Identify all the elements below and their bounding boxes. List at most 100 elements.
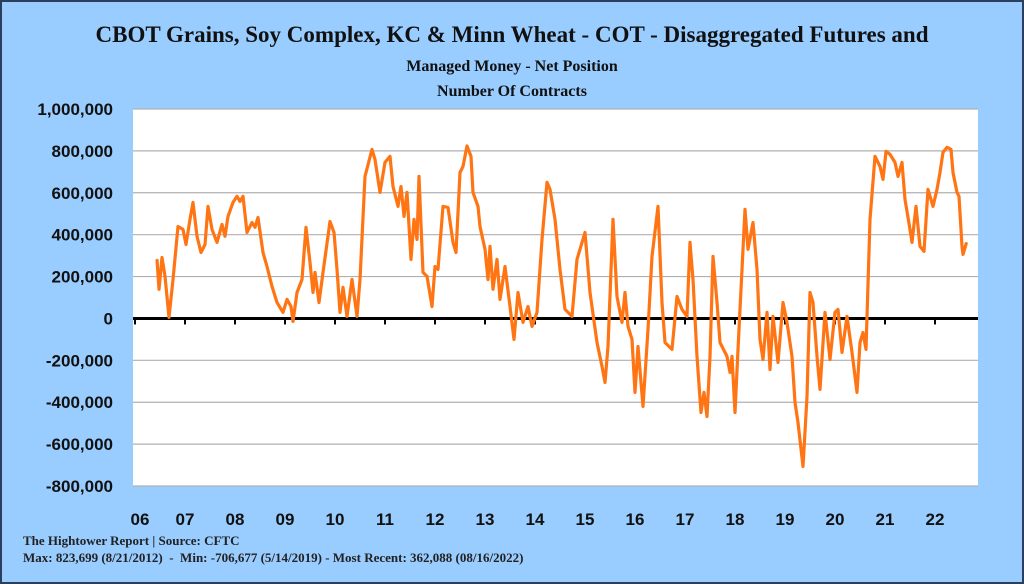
data-point [342, 286, 344, 289]
data-point [719, 341, 721, 344]
data-point [731, 355, 733, 358]
data-point [747, 248, 749, 251]
data-point [797, 421, 799, 424]
data-point [336, 268, 338, 271]
data-point [889, 153, 891, 156]
data-point [418, 175, 420, 178]
data-point [559, 268, 561, 271]
data-point [962, 253, 964, 256]
data-point [564, 308, 566, 311]
data-point [541, 238, 543, 241]
data-point [192, 201, 194, 204]
data-point [301, 278, 303, 281]
data-point [434, 265, 436, 268]
data-point [549, 188, 551, 191]
x-tick-label: 21 [876, 510, 895, 529]
data-point [647, 328, 649, 331]
data-point [769, 368, 771, 371]
data-point [706, 415, 708, 418]
x-tick-label: 18 [726, 510, 745, 529]
data-point [333, 231, 335, 234]
data-point [472, 191, 474, 194]
footer-source: The Hightower Report | Source: CFTC [23, 533, 240, 548]
data-point [829, 358, 831, 361]
data-point [904, 198, 906, 201]
data-point [531, 325, 533, 328]
data-point [185, 243, 187, 246]
data-point [196, 235, 198, 238]
data-point [927, 188, 929, 191]
data-point [942, 151, 944, 154]
data-point [961, 245, 963, 248]
data-point [703, 391, 705, 394]
data-point [329, 220, 331, 223]
data-point [752, 221, 754, 224]
data-point [392, 185, 394, 188]
data-point [692, 278, 694, 281]
data-point [806, 395, 808, 398]
data-point [389, 155, 391, 158]
data-point [909, 228, 911, 231]
data-point [546, 181, 548, 184]
data-point [158, 288, 160, 291]
data-point [413, 218, 415, 221]
data-point [479, 225, 481, 228]
data-point [809, 291, 811, 294]
data-point [346, 315, 348, 318]
data-point [709, 355, 711, 358]
data-point [846, 315, 848, 318]
data-point [601, 365, 603, 368]
data-point [631, 338, 633, 341]
data-point [442, 205, 444, 208]
data-point [309, 261, 311, 264]
data-point [554, 218, 556, 221]
data-point [882, 178, 884, 181]
data-point [946, 146, 948, 149]
data-point [496, 258, 498, 261]
data-point [571, 315, 573, 318]
data-point [221, 223, 223, 226]
y-tick-label: -400,000 [46, 393, 113, 412]
data-point [911, 241, 913, 244]
data-point [879, 165, 881, 168]
data-point [296, 291, 298, 294]
data-point [236, 195, 238, 198]
data-point [726, 355, 728, 358]
x-tick-label: 12 [426, 510, 445, 529]
data-point [837, 308, 839, 311]
data-point [351, 278, 353, 281]
data-point [282, 311, 284, 314]
data-point [869, 218, 871, 221]
data-point [286, 298, 288, 301]
data-point [384, 161, 386, 164]
data-point [919, 245, 921, 248]
data-point [271, 285, 273, 288]
data-point [504, 265, 506, 268]
data-point [156, 258, 158, 261]
data-point [527, 305, 529, 308]
data-point [400, 185, 402, 188]
data-point [422, 271, 424, 274]
data-point [239, 200, 241, 203]
data-point [426, 275, 428, 278]
data-point [224, 235, 226, 238]
data-point [939, 171, 941, 174]
data-point [492, 288, 494, 291]
data-point [232, 201, 234, 204]
data-point [824, 311, 826, 314]
y-tick-label: 800,000 [52, 142, 113, 161]
data-point [812, 301, 814, 304]
x-tick-label: 14 [526, 510, 545, 529]
data-point [431, 305, 433, 308]
data-point [612, 218, 614, 221]
data-point [777, 361, 779, 364]
data-point [915, 205, 917, 208]
y-tick-label: 0 [104, 309, 113, 328]
data-point [932, 205, 934, 208]
data-point [312, 291, 314, 294]
data-point [716, 301, 718, 304]
data-point [616, 295, 618, 298]
data-point [772, 315, 774, 318]
x-tick-label: 09 [276, 510, 295, 529]
data-point [657, 205, 659, 208]
